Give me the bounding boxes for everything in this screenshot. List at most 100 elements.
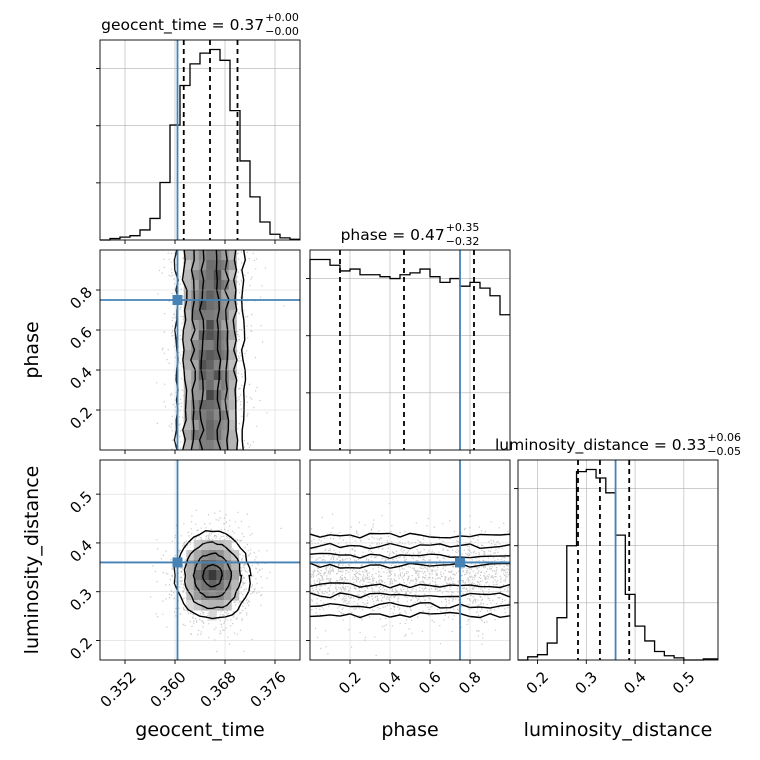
- panel-content: [310, 460, 510, 660]
- density-cell: [228, 330, 237, 341]
- panel-background: [310, 250, 510, 450]
- density-cell: [231, 580, 240, 591]
- density-cell: [183, 430, 192, 441]
- density-cell: [206, 380, 215, 391]
- density-cell: [201, 600, 210, 611]
- scatter-points: [149, 509, 282, 653]
- panel-frame: [309, 459, 511, 661]
- density-cell: [191, 320, 200, 331]
- density-cell: [201, 540, 210, 551]
- density-cell: [183, 420, 192, 431]
- density-cell: [206, 280, 215, 291]
- y-tick-label: 0.6: [66, 323, 96, 353]
- density-cell: [228, 260, 237, 271]
- panel-content: [100, 250, 300, 450]
- title-minus: −0.05: [707, 445, 741, 458]
- x-tick-label: 0.3: [571, 668, 601, 698]
- panel-background: [100, 40, 300, 240]
- density-cell: [183, 310, 192, 321]
- density-cell: [206, 360, 215, 371]
- density-cell: [183, 320, 192, 331]
- density-cell: [213, 440, 222, 450]
- histogram-step-geocent_time: [100, 48, 300, 241]
- density-cell: [206, 250, 215, 261]
- panel-frame: [309, 249, 511, 451]
- density-cell: [228, 250, 237, 261]
- x-tick-label: 0.360: [147, 668, 190, 711]
- density-cell: [198, 350, 207, 361]
- scatter-points: [310, 503, 510, 657]
- density-cell: [191, 280, 200, 291]
- x-tick-label: 0.376: [247, 668, 290, 711]
- x-tick-label: 0.6: [415, 668, 445, 698]
- truth-marker: [172, 295, 183, 305]
- density-cell: [228, 350, 237, 361]
- density-cell: [213, 420, 222, 431]
- density-cell: [191, 260, 200, 271]
- density-cell: [183, 370, 192, 381]
- density-cell: [193, 600, 202, 611]
- contour-line: [181, 250, 239, 450]
- density-cell: [201, 560, 210, 571]
- density-cell: [213, 270, 222, 281]
- density-cell: [193, 540, 202, 551]
- density-cell: [216, 580, 225, 591]
- density-cell: [201, 580, 210, 591]
- y-tick-label: 0.2: [66, 403, 96, 433]
- density-cell: [198, 250, 207, 261]
- title-main: geocent_time = 0.37: [101, 16, 264, 35]
- title-plus: +0.06: [707, 431, 741, 444]
- y-tick-label: 0.3: [66, 585, 96, 615]
- density-cell: [206, 400, 215, 411]
- density-cell: [206, 370, 215, 381]
- density-cell: [213, 250, 222, 261]
- title-minus: −0.32: [446, 235, 480, 248]
- density-cell: [231, 570, 240, 581]
- density-cell: [208, 610, 217, 621]
- density-cell: [193, 570, 202, 581]
- density-cell: [208, 550, 217, 561]
- panel-background: [518, 460, 718, 660]
- density-cell: [191, 440, 200, 450]
- density-cell: [228, 400, 237, 411]
- density-cell: [228, 430, 237, 441]
- contour-line: [202, 563, 224, 588]
- density-cell: [228, 440, 237, 450]
- density-cell: [191, 350, 200, 361]
- density-cell: [208, 590, 217, 601]
- x-tick-label: 0.2: [523, 668, 553, 698]
- density-cell: [183, 280, 192, 291]
- density-cell: [183, 330, 192, 341]
- density-cell: [223, 570, 232, 581]
- density-cell: [183, 270, 192, 281]
- density-cell: [213, 300, 222, 311]
- density-cell: [191, 420, 200, 431]
- x-tick-label: 0.2: [335, 668, 365, 698]
- density-cell: [198, 400, 207, 411]
- panel-frame: [517, 459, 719, 661]
- density-cell: [206, 320, 215, 331]
- density-cell: [213, 350, 222, 361]
- density-cell: [183, 380, 192, 391]
- density-cell: [213, 400, 222, 411]
- density-cell: [206, 310, 215, 321]
- density-cell: [193, 580, 202, 591]
- density-cell: [191, 410, 200, 421]
- truth-marker: [172, 557, 183, 568]
- density-cell: [198, 320, 207, 331]
- density-cell: [206, 260, 215, 271]
- density-cell: [183, 390, 192, 401]
- density-cell: [206, 420, 215, 431]
- density-cell: [206, 390, 215, 401]
- x-axis-label-luminosity_distance: luminosity_distance: [524, 719, 713, 741]
- contour-line: [198, 250, 222, 450]
- contour-line: [173, 529, 252, 620]
- density-cell: [183, 250, 192, 261]
- density-cell: [206, 410, 215, 421]
- density-cell: [183, 410, 192, 421]
- density-cell: [206, 330, 215, 341]
- density-cell: [223, 540, 232, 551]
- contour-line: [190, 250, 230, 450]
- contour-line: [310, 542, 510, 609]
- x-tick-label: 0.5: [669, 668, 699, 698]
